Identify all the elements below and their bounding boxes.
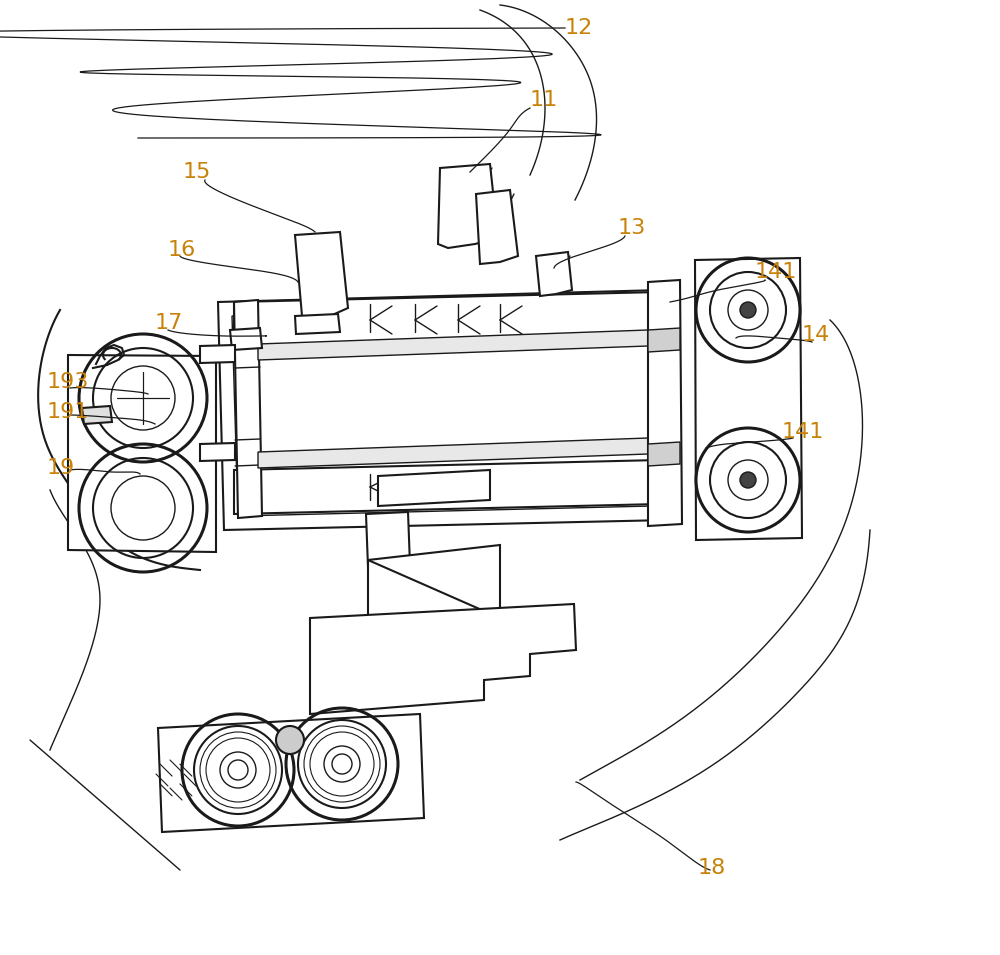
Polygon shape: [234, 460, 660, 514]
Text: 15: 15: [183, 162, 211, 182]
Text: 141: 141: [782, 422, 824, 442]
Polygon shape: [536, 252, 572, 296]
Text: 141: 141: [755, 262, 797, 282]
Text: 193: 193: [47, 372, 89, 392]
Polygon shape: [68, 355, 216, 552]
Text: 11: 11: [530, 90, 558, 110]
Polygon shape: [230, 328, 262, 350]
Polygon shape: [295, 314, 340, 334]
Text: 17: 17: [155, 313, 183, 333]
Polygon shape: [218, 290, 668, 530]
Polygon shape: [234, 292, 660, 348]
Polygon shape: [648, 280, 682, 526]
Polygon shape: [200, 345, 235, 363]
Text: 16: 16: [168, 240, 196, 260]
Polygon shape: [200, 443, 235, 461]
Polygon shape: [258, 438, 648, 468]
Polygon shape: [378, 470, 490, 506]
Polygon shape: [476, 190, 518, 264]
Polygon shape: [368, 545, 500, 618]
Circle shape: [740, 302, 756, 318]
Circle shape: [324, 746, 360, 782]
Text: 14: 14: [802, 325, 830, 345]
Polygon shape: [310, 604, 576, 714]
Circle shape: [220, 752, 256, 788]
Circle shape: [740, 472, 756, 488]
Polygon shape: [295, 232, 348, 318]
Polygon shape: [258, 330, 648, 360]
Text: 13: 13: [618, 218, 646, 238]
Polygon shape: [438, 164, 498, 248]
Polygon shape: [366, 512, 412, 620]
Polygon shape: [648, 442, 680, 466]
Polygon shape: [648, 328, 680, 352]
Text: 191: 191: [47, 402, 89, 422]
Polygon shape: [82, 406, 112, 424]
Text: 18: 18: [698, 858, 726, 878]
Text: 12: 12: [565, 18, 593, 38]
Circle shape: [276, 726, 304, 754]
Polygon shape: [234, 300, 262, 518]
Text: 19: 19: [47, 458, 75, 478]
Polygon shape: [158, 714, 424, 832]
